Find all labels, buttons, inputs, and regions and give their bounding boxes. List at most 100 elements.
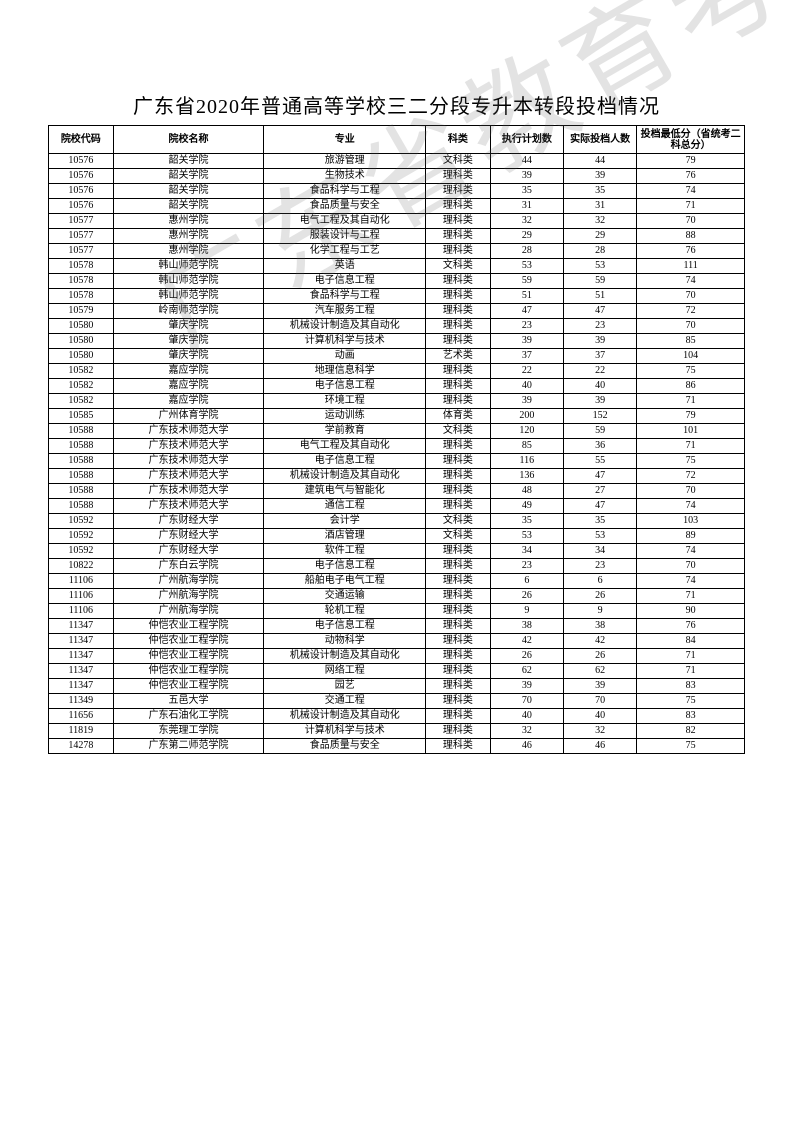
table-cell: 广东财经大学 bbox=[113, 514, 264, 529]
table-cell: 39 bbox=[490, 394, 563, 409]
table-cell: 86 bbox=[637, 379, 745, 394]
table-cell: 理科类 bbox=[426, 304, 491, 319]
table-cell: 74 bbox=[637, 544, 745, 559]
table-cell: 10577 bbox=[49, 229, 114, 244]
table-row: 10582嘉应学院地理信息科学理科类222275 bbox=[49, 364, 745, 379]
table-cell: 76 bbox=[637, 244, 745, 259]
table-cell: 31 bbox=[490, 199, 563, 214]
table-cell: 10582 bbox=[49, 364, 114, 379]
table-cell: 10588 bbox=[49, 454, 114, 469]
table-cell: 89 bbox=[637, 529, 745, 544]
table-cell: 理科类 bbox=[426, 619, 491, 634]
table-cell: 42 bbox=[563, 634, 636, 649]
table-cell: 食品质量与安全 bbox=[264, 739, 426, 754]
table-cell: 22 bbox=[563, 364, 636, 379]
table-cell: 47 bbox=[563, 499, 636, 514]
table-cell: 39 bbox=[490, 334, 563, 349]
table-cell: 10822 bbox=[49, 559, 114, 574]
table-cell: 理科类 bbox=[426, 244, 491, 259]
table-cell: 26 bbox=[490, 589, 563, 604]
table-row: 10585广州体育学院运动训练体育类20015279 bbox=[49, 409, 745, 424]
table-cell: 理科类 bbox=[426, 559, 491, 574]
table-cell: 化学工程与工艺 bbox=[264, 244, 426, 259]
table-cell: 103 bbox=[637, 514, 745, 529]
table-cell: 23 bbox=[563, 559, 636, 574]
table-cell: 49 bbox=[490, 499, 563, 514]
table-cell: 28 bbox=[563, 244, 636, 259]
table-cell: 理科类 bbox=[426, 364, 491, 379]
table-cell: 生物技术 bbox=[264, 169, 426, 184]
table-cell: 10585 bbox=[49, 409, 114, 424]
table-cell: 10576 bbox=[49, 184, 114, 199]
table-cell: 园艺 bbox=[264, 679, 426, 694]
table-cell: 10576 bbox=[49, 199, 114, 214]
table-cell: 仲恺农业工程学院 bbox=[113, 634, 264, 649]
table-cell: 72 bbox=[637, 469, 745, 484]
table-cell: 11106 bbox=[49, 604, 114, 619]
table-cell: 理科类 bbox=[426, 604, 491, 619]
table-cell: 岭南师范学院 bbox=[113, 304, 264, 319]
table-cell: 广东财经大学 bbox=[113, 529, 264, 544]
table-cell: 10577 bbox=[49, 244, 114, 259]
table-cell: 仲恺农业工程学院 bbox=[113, 619, 264, 634]
table-cell: 理科类 bbox=[426, 214, 491, 229]
table-cell: 10582 bbox=[49, 379, 114, 394]
table-row: 11106广州航海学院交通运输理科类262671 bbox=[49, 589, 745, 604]
table-cell: 理科类 bbox=[426, 589, 491, 604]
table-row: 10579岭南师范学院汽车服务工程理科类474772 bbox=[49, 304, 745, 319]
table-cell: 理科类 bbox=[426, 379, 491, 394]
table-cell: 通信工程 bbox=[264, 499, 426, 514]
table-cell: 104 bbox=[637, 349, 745, 364]
table-cell: 83 bbox=[637, 679, 745, 694]
table-cell: 10577 bbox=[49, 214, 114, 229]
table-cell: 食品科学与工程 bbox=[264, 289, 426, 304]
table-cell: 29 bbox=[490, 229, 563, 244]
table-cell: 网络工程 bbox=[264, 664, 426, 679]
table-cell: 理科类 bbox=[426, 709, 491, 724]
table-cell: 11349 bbox=[49, 694, 114, 709]
table-cell: 32 bbox=[563, 724, 636, 739]
table-cell: 11347 bbox=[49, 619, 114, 634]
table-cell: 37 bbox=[490, 349, 563, 364]
table-cell: 广东技术师范大学 bbox=[113, 439, 264, 454]
table-cell: 75 bbox=[637, 694, 745, 709]
table-row: 11347仲恺农业工程学院园艺理科类393983 bbox=[49, 679, 745, 694]
table-row: 10580肇庆学院机械设计制造及其自动化理科类232370 bbox=[49, 319, 745, 334]
table-cell: 72 bbox=[637, 304, 745, 319]
table-cell: 70 bbox=[637, 319, 745, 334]
table-cell: 39 bbox=[563, 334, 636, 349]
table-cell: 理科类 bbox=[426, 469, 491, 484]
table-cell: 运动训练 bbox=[264, 409, 426, 424]
table-cell: 10588 bbox=[49, 424, 114, 439]
table-cell: 6 bbox=[563, 574, 636, 589]
table-cell: 51 bbox=[490, 289, 563, 304]
table-cell: 11106 bbox=[49, 574, 114, 589]
table-cell: 44 bbox=[490, 154, 563, 169]
table-cell: 82 bbox=[637, 724, 745, 739]
table-cell: 肇庆学院 bbox=[113, 334, 264, 349]
table-cell: 计算机科学与技术 bbox=[264, 724, 426, 739]
table-cell: 电子信息工程 bbox=[264, 454, 426, 469]
table-row: 10577惠州学院化学工程与工艺理科类282876 bbox=[49, 244, 745, 259]
table-cell: 电子信息工程 bbox=[264, 379, 426, 394]
table-cell: 惠州学院 bbox=[113, 244, 264, 259]
table-cell: 嘉应学院 bbox=[113, 379, 264, 394]
table-cell: 仲恺农业工程学院 bbox=[113, 679, 264, 694]
table-cell: 47 bbox=[490, 304, 563, 319]
table-cell: 11819 bbox=[49, 724, 114, 739]
table-cell: 理科类 bbox=[426, 739, 491, 754]
table-cell: 动画 bbox=[264, 349, 426, 364]
table-cell: 酒店管理 bbox=[264, 529, 426, 544]
col-major: 专业 bbox=[264, 126, 426, 154]
table-row: 10580肇庆学院计算机科学与技术理科类393985 bbox=[49, 334, 745, 349]
table-cell: 嘉应学院 bbox=[113, 364, 264, 379]
data-table: 院校代码 院校名称 专业 科类 执行计划数 实际投档人数 投档最低分（省统考二科… bbox=[48, 125, 745, 754]
table-cell: 35 bbox=[563, 514, 636, 529]
table-cell: 71 bbox=[637, 649, 745, 664]
table-row: 10576韶关学院生物技术理科类393976 bbox=[49, 169, 745, 184]
table-cell: 文科类 bbox=[426, 424, 491, 439]
table-cell: 理科类 bbox=[426, 454, 491, 469]
table-cell: 85 bbox=[490, 439, 563, 454]
table-cell: 71 bbox=[637, 439, 745, 454]
table-cell: 理科类 bbox=[426, 544, 491, 559]
